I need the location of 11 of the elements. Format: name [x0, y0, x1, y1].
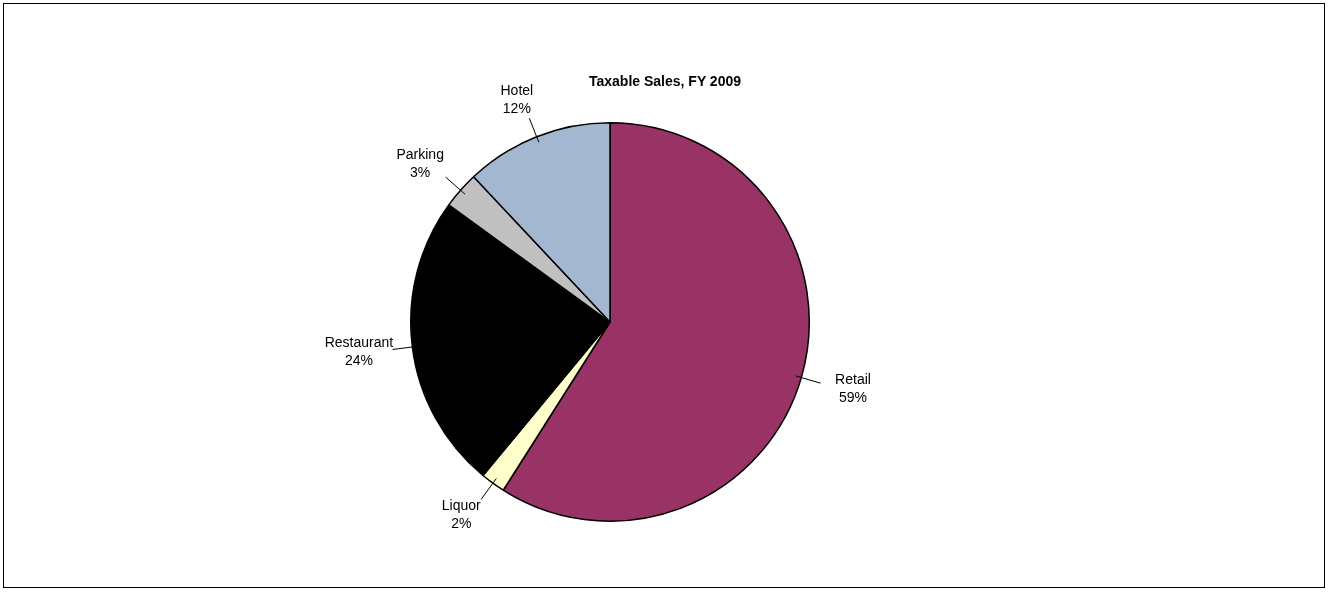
data-label: 2%: [451, 515, 472, 532]
slice-label: Retail: [835, 370, 871, 387]
slice-label: Hotel: [500, 81, 534, 98]
slice-label: Parking: [396, 145, 444, 162]
slice-label: Restaurant: [324, 333, 394, 350]
data-label: 59%: [838, 388, 868, 405]
data-label: 12%: [502, 99, 531, 116]
chart-title: Taxable Sales, FY 2009: [588, 73, 742, 89]
data-label: 24%: [344, 351, 373, 368]
slice-label: Liquor: [441, 497, 482, 514]
data-label: 3%: [410, 163, 431, 180]
